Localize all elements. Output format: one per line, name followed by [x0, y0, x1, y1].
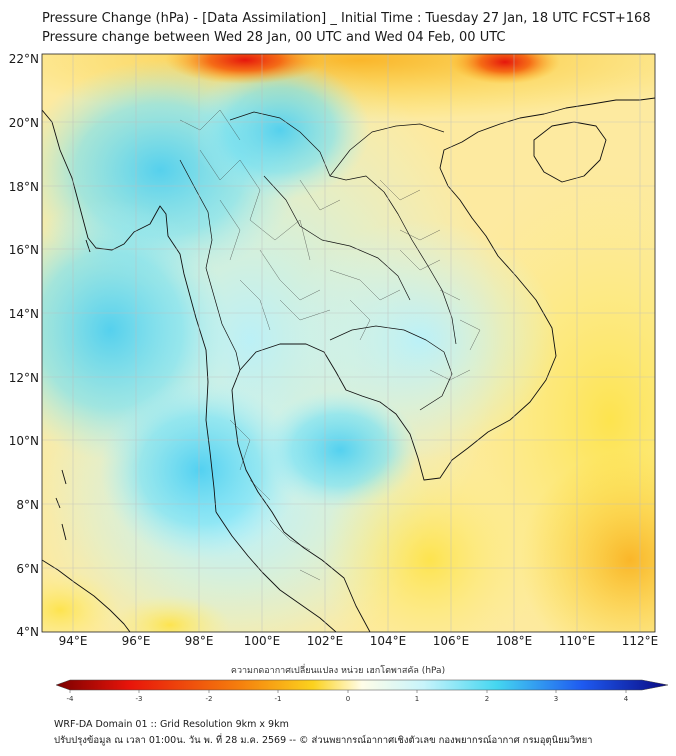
field-cyan-south	[100, 380, 300, 560]
coast-hainan	[533, 121, 607, 183]
colorbar-tick-marks	[69, 690, 627, 693]
lat-label-10: 10°N	[9, 434, 39, 448]
coast-malay-west	[215, 511, 337, 632]
coast-myanmar-bay	[42, 109, 217, 513]
lat-label-20: 20°N	[9, 116, 39, 130]
field-yellow-southwest	[42, 570, 120, 632]
field-red-north-east	[450, 54, 560, 84]
colorbar-tick-label: 2	[485, 695, 489, 703]
border-vietnam-north	[329, 123, 445, 177]
lat-label-18: 18°N	[9, 180, 39, 194]
lat-label-16: 16°N	[9, 243, 39, 257]
province-lines-vietnam	[379, 179, 481, 381]
lat-label-4: 4°N	[16, 625, 39, 639]
colorbar-tick-label: 4	[624, 695, 629, 703]
colorbar-tick-label: 3	[554, 695, 558, 703]
coast-malay-east	[231, 97, 655, 632]
map-frame	[42, 54, 655, 632]
longitude-labels: 94°E 96°E 98°E 100°E 102°E 104°E 106°E 1…	[59, 634, 659, 648]
colorbar: -4 -3 -2 -1 0 1 2 3 4	[55, 679, 669, 703]
border-cambodia	[329, 325, 453, 411]
colorbar-tick-label: -3	[136, 695, 143, 703]
lat-label-6: 6°N	[16, 562, 39, 576]
title-line-2: Pressure change between Wed 28 Jan, 00 U…	[42, 30, 506, 45]
lon-label-94: 94°E	[59, 634, 88, 648]
lon-label-112: 112°E	[622, 634, 659, 648]
coastlines	[42, 97, 655, 632]
colorbar-tick-label: 1	[415, 695, 419, 703]
lon-label-98: 98°E	[185, 634, 214, 648]
lon-label-96: 96°E	[122, 634, 151, 648]
footer-update-info: ปรับปรุงข้อมูล ณ เวลา 01:00น. วัน พ. ที่…	[54, 735, 593, 746]
country-borders	[179, 111, 457, 411]
field-yellow-south	[110, 595, 230, 632]
lon-label-108: 108°E	[496, 634, 533, 648]
field-red-north-west	[165, 54, 325, 84]
colorbar-title: ความกดอากาศเปลี่ยนแปลง หน่วย เฮกโตพาสคัล…	[230, 666, 446, 676]
province-lines-central	[239, 249, 441, 341]
lon-label-106: 106°E	[433, 634, 470, 648]
colorbar-tick-label: 0	[346, 695, 350, 703]
colorbar-bar	[55, 679, 669, 691]
lat-label-8: 8°N	[16, 498, 39, 512]
field-yellow-southeast	[320, 450, 540, 632]
colorbar-tick-label: -2	[206, 695, 213, 703]
footer-model-info: WRF-DA Domain 01 :: Grid Resolution 9km …	[54, 719, 289, 730]
lat-label-14: 14°N	[9, 307, 39, 321]
gridlines	[42, 54, 655, 632]
coast-andaman-islands	[55, 239, 91, 541]
map-border	[41, 53, 656, 633]
lon-label-102: 102°E	[307, 634, 344, 648]
lat-label-12: 12°N	[9, 371, 39, 385]
lon-label-104: 104°E	[370, 634, 407, 648]
lon-label-110: 110°E	[559, 634, 596, 648]
field-orange-southeast	[520, 450, 655, 632]
lat-label-22: 22°N	[9, 52, 39, 66]
colorbar-tick-label: -4	[67, 695, 75, 703]
title-line-1: Pressure Change (hPa) - [Data Assimilati…	[42, 11, 651, 26]
border-thailand-laos	[263, 175, 411, 301]
border-myanmar-thailand	[179, 159, 241, 371]
border-laos	[229, 111, 457, 345]
latitude-labels: 22°N 20°N 18°N 16°N 14°N 12°N 10°N 8°N 6…	[9, 52, 39, 639]
lon-label-100: 100°E	[244, 634, 281, 648]
colorbar-tick-label: -1	[275, 695, 282, 703]
province-lines-north	[179, 109, 341, 301]
coast-sumatra	[42, 559, 131, 632]
